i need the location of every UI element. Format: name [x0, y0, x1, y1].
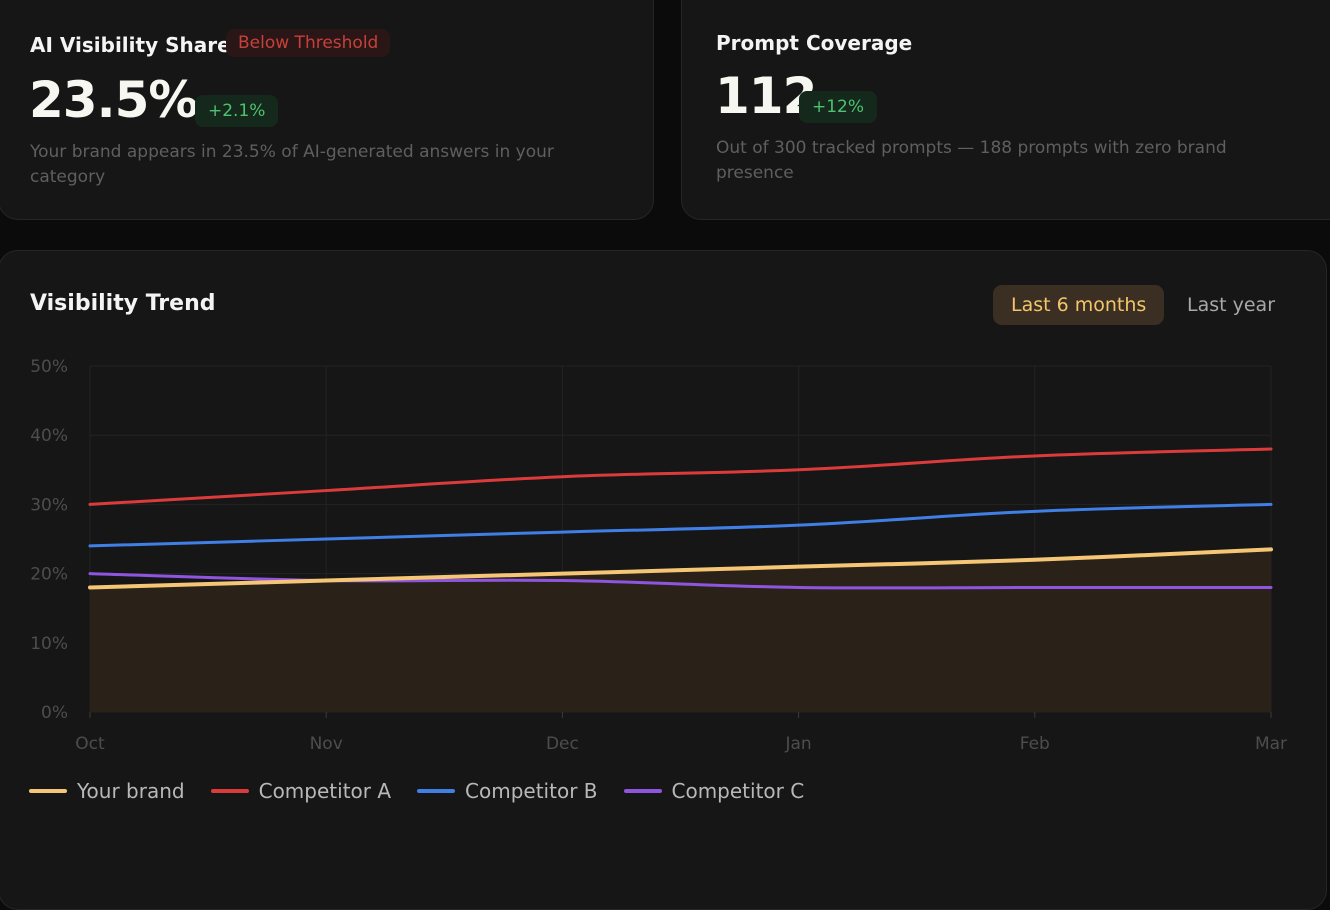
legend-label-competitor-a: Competitor A [259, 779, 391, 803]
x-tick-label: Dec [546, 734, 579, 754]
visibility-share-value: 23.5% [29, 71, 197, 129]
y-tick-label: 30% [30, 495, 68, 515]
legend-item-competitor-a[interactable]: Competitor A [211, 779, 391, 803]
visibility-share-description: Your brand appears in 23.5% of AI-genera… [30, 140, 610, 190]
visibility-share-title: AI Visibility Share [30, 33, 231, 57]
prompt-coverage-delta-badge: +12% [799, 91, 877, 123]
x-tick-label: Nov [310, 734, 343, 754]
legend-item-competitor-b[interactable]: Competitor B [417, 779, 597, 803]
prompt-coverage-description: Out of 300 tracked prompts — 188 prompts… [716, 136, 1296, 186]
prompt-coverage-card: Prompt Coverage 112 +12% Out of 300 trac… [681, 0, 1330, 220]
series-line-competitor-a [90, 449, 1271, 504]
visibility-trend-card: Visibility Trend Last 6 months Last year… [0, 250, 1327, 910]
legend-swatch-competitor-c [624, 789, 662, 793]
y-tick-label: 40% [30, 426, 68, 446]
x-tick-label: Mar [1255, 734, 1287, 754]
x-tick-label: Jan [784, 734, 811, 754]
y-tick-label: 0% [41, 703, 68, 723]
x-tick-label: Oct [75, 734, 105, 754]
legend-swatch-competitor-a [211, 789, 249, 793]
below-threshold-badge: Below Threshold [226, 29, 390, 57]
visibility-share-delta-badge: +2.1% [195, 95, 278, 127]
visibility-share-card: AI Visibility Share Below Threshold 23.5… [0, 0, 654, 220]
legend-item-your-brand[interactable]: Your brand [29, 779, 185, 803]
legend-label-competitor-b: Competitor B [465, 779, 597, 803]
series-line-competitor-b [90, 504, 1271, 546]
legend-item-competitor-c[interactable]: Competitor C [624, 779, 805, 803]
prompt-coverage-title: Prompt Coverage [716, 31, 912, 55]
y-tick-label: 20% [30, 565, 68, 585]
y-tick-label: 50% [30, 357, 68, 377]
legend-swatch-competitor-b [417, 789, 455, 793]
legend-label-your-brand: Your brand [77, 779, 185, 803]
chart-legend: Your brand Competitor A Competitor B Com… [29, 779, 804, 803]
legend-swatch-your-brand [29, 789, 67, 793]
legend-label-competitor-c: Competitor C [672, 779, 805, 803]
y-tick-label: 10% [30, 634, 68, 654]
visibility-trend-chart: 0% 10% 20% 30% 40% 50% Oct Nov Dec Jan Feb Mar [0, 251, 1328, 771]
x-tick-label: Feb [1020, 734, 1050, 754]
